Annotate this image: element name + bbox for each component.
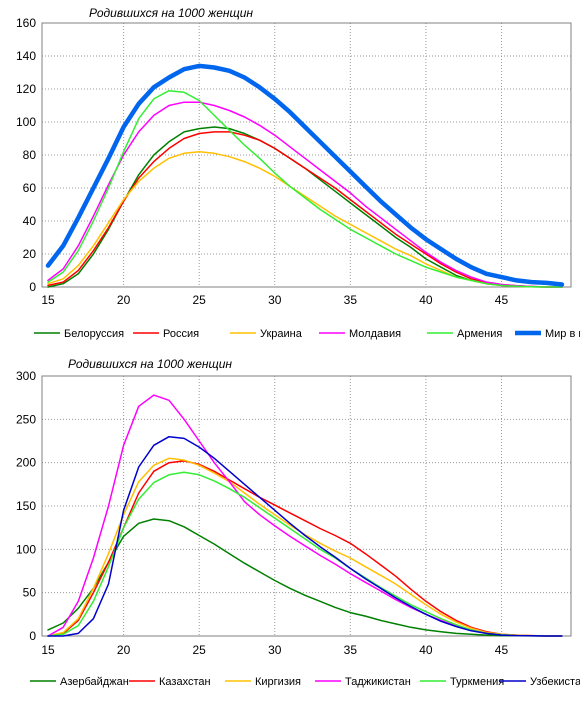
series-line (47, 394, 563, 637)
x-tick-label: 25 (193, 643, 207, 657)
chart-bottom: 0 50 100 150 200 250 300 15 20 25 30 35 40 45 Азербайд… (16, 357, 580, 688)
series-line (47, 101, 563, 288)
y-tick-label: 50 (23, 586, 37, 600)
legend-label: Киргизия (255, 676, 301, 688)
chart-top: 0 20 40 60 80 100 120 140 160 15 20 25 30 35 40 45 Белор… (16, 6, 580, 340)
x-tick-label: 45 (495, 293, 509, 307)
x-tick-label: 40 (419, 293, 433, 307)
y-tick-label: 250 (16, 412, 36, 426)
legend-label: Узбекистан (530, 676, 580, 688)
series-line (47, 131, 563, 288)
series-line (47, 435, 563, 637)
y-tick-label: 80 (23, 148, 37, 162)
y-tick-label: 140 (16, 49, 36, 63)
y-tick-label: 120 (16, 82, 36, 96)
legend-label: Украина (260, 328, 303, 340)
y-tick-label: 0 (29, 280, 36, 294)
series-line (47, 150, 563, 288)
y-tick-label: 160 (16, 16, 36, 30)
x-tick-label: 35 (344, 643, 358, 657)
legend-label: Таджикистан (345, 676, 411, 688)
legend-label: Туркмения (450, 676, 504, 688)
legend-label: Россия (163, 328, 199, 340)
x-tick-label: 45 (495, 643, 509, 657)
x-tick-label: 30 (268, 293, 282, 307)
y-tick-label: 60 (23, 181, 37, 195)
legend-label: Мир в целом (545, 328, 580, 340)
legend-label: Белоруссия (64, 328, 124, 340)
plot-frame (41, 375, 572, 637)
series-line (45, 63, 565, 287)
y-tick-label: 150 (16, 499, 36, 513)
x-tick-label: 15 (41, 643, 55, 657)
x-tick-label: 40 (419, 643, 433, 657)
x-tick-label: 35 (344, 293, 358, 307)
legend-label: Казахстан (159, 676, 211, 688)
y-tick-label: 0 (29, 629, 36, 643)
x-tick-label: 25 (193, 293, 207, 307)
chart-title: Родившихся на 1000 женщин (68, 357, 232, 371)
series-line (47, 126, 563, 288)
series-line (47, 518, 563, 637)
x-tick-label: 15 (41, 293, 55, 307)
series-line (47, 471, 563, 637)
chart-title: Родившихся на 1000 женщин (89, 6, 253, 20)
y-tick-label: 100 (16, 542, 36, 556)
series-line (47, 460, 563, 637)
x-tick-label: 20 (117, 643, 131, 657)
legend-label: Армения (457, 328, 502, 340)
x-tick-label: 30 (268, 643, 282, 657)
y-tick-label: 20 (23, 247, 37, 261)
series-line (47, 89, 563, 288)
y-tick-label: 300 (16, 369, 36, 383)
y-tick-label: 200 (16, 456, 36, 470)
legend-label: Азербайджан (60, 676, 129, 688)
legend-label: Молдавия (349, 328, 401, 340)
x-tick-label: 20 (117, 293, 131, 307)
y-tick-label: 100 (16, 115, 36, 129)
y-tick-label: 40 (23, 214, 37, 228)
plot-frame (41, 22, 572, 288)
series-line (47, 457, 563, 637)
